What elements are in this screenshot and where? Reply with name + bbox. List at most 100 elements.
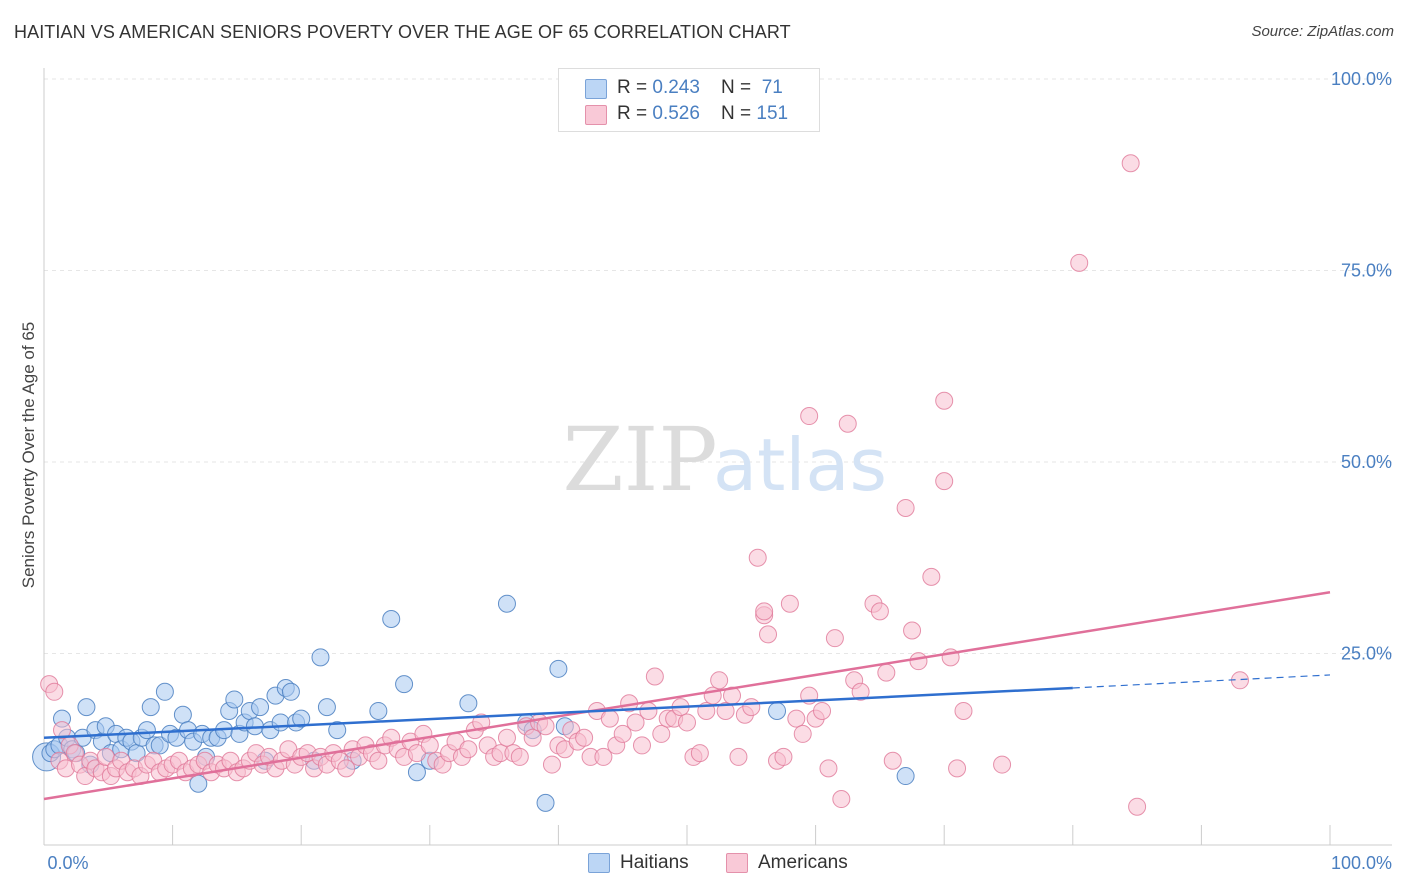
y-tick-label: 25.0% xyxy=(1341,644,1392,664)
american-point xyxy=(594,747,613,766)
axes xyxy=(43,68,1392,846)
y-tick-label: 50.0% xyxy=(1341,452,1392,472)
trend-lines xyxy=(43,590,1331,801)
american-point xyxy=(800,407,819,426)
haitian-point xyxy=(382,610,401,629)
american-legend-swatch xyxy=(726,853,748,873)
american-point xyxy=(678,713,696,732)
american-point xyxy=(883,751,902,770)
correlation-legend: R = 0.243 N = 71 R = 0.526 N = 151 xyxy=(558,68,820,132)
american-swatch xyxy=(585,105,607,125)
american-point xyxy=(851,682,870,701)
american-point xyxy=(759,625,778,644)
american-point xyxy=(600,709,619,728)
haitian-point xyxy=(536,793,555,812)
american-point xyxy=(626,713,645,732)
haitian-trend-line xyxy=(43,686,1073,740)
american-point xyxy=(1070,253,1089,272)
american-point xyxy=(832,790,851,809)
american-point xyxy=(742,698,761,717)
american-point xyxy=(53,721,72,740)
american-point xyxy=(652,724,671,743)
haitian-point xyxy=(317,698,336,717)
american-point xyxy=(813,701,832,720)
american-point xyxy=(787,709,806,728)
haitian-point xyxy=(459,694,478,713)
watermark-atlas: atlas xyxy=(713,423,887,507)
tick-labels: 25.0% 50.0% 75.0% 100.0% 0.0% 100.0% xyxy=(47,69,1392,873)
haitian-point xyxy=(251,698,270,717)
american-point xyxy=(369,751,388,770)
haitian-point xyxy=(369,701,388,720)
haitian-point xyxy=(225,690,244,709)
american-point xyxy=(870,602,889,621)
haitian-point xyxy=(395,675,414,694)
american-point xyxy=(472,713,491,732)
american-point xyxy=(877,663,896,682)
american-point xyxy=(948,759,967,778)
legend-r-value-haitians: 0.243 xyxy=(652,77,700,98)
american-point xyxy=(420,736,439,755)
haitian-point xyxy=(77,698,96,717)
american-point xyxy=(935,391,954,410)
legend-r-value-americans: 0.526 xyxy=(652,103,700,124)
american-point xyxy=(993,755,1012,774)
american-point xyxy=(922,567,941,586)
american-point xyxy=(729,747,748,766)
american-point xyxy=(903,621,922,640)
chart-title: HAITIAN VS AMERICAN SENIORS POVERTY OVER… xyxy=(14,22,791,42)
american-point xyxy=(690,744,709,763)
american-point xyxy=(755,602,774,621)
legend-n-value-haitians: 71 xyxy=(756,77,783,98)
haitian-legend-swatch xyxy=(588,853,610,873)
american-point xyxy=(497,728,516,747)
american-point xyxy=(780,594,799,613)
american-trend-line xyxy=(43,590,1331,801)
american-point xyxy=(645,667,664,686)
haitian-point xyxy=(407,763,426,782)
haitian-point xyxy=(137,721,156,740)
american-point xyxy=(510,747,529,766)
haitian-point xyxy=(549,659,568,678)
x-tick-label-max: 100.0% xyxy=(1331,853,1392,873)
american-point xyxy=(45,682,64,701)
legend-n-label: N = xyxy=(721,77,757,98)
american-point xyxy=(639,701,658,720)
haitian-point xyxy=(328,721,347,740)
american-point xyxy=(748,548,767,567)
american-point xyxy=(774,747,793,766)
haitian-point xyxy=(150,736,169,755)
haitian-point xyxy=(497,594,516,613)
watermark: ZIP atlas xyxy=(562,408,887,511)
legend-n-value-americans: 151 xyxy=(756,103,789,124)
legend-r-label: R = xyxy=(617,77,653,98)
american-point xyxy=(819,759,838,778)
y-tick-label: 100.0% xyxy=(1331,69,1392,89)
american-point xyxy=(896,498,915,517)
american-point xyxy=(542,755,561,774)
y-axis-title: Seniors Poverty Over the Age of 65 xyxy=(19,322,38,588)
american-point xyxy=(459,740,478,759)
american-point xyxy=(1121,154,1140,173)
haitian-point xyxy=(896,767,915,786)
american-point xyxy=(825,629,844,648)
haitian-point xyxy=(768,701,787,720)
x-tick-label-min: 0.0% xyxy=(47,853,88,873)
american-point xyxy=(838,414,857,433)
y-tick-label: 75.0% xyxy=(1341,261,1392,281)
haitian-legend-label: Haitians xyxy=(620,852,689,873)
haitian-point xyxy=(173,705,192,724)
legend-text-americans: R = 0.526 N = 151 xyxy=(617,103,788,125)
american-point xyxy=(954,701,973,720)
watermark-zip: ZIP xyxy=(562,408,717,511)
american-point xyxy=(575,728,594,747)
american-point xyxy=(935,472,954,491)
haitian-point xyxy=(271,713,290,732)
chart-source: Source: ZipAtlas.com xyxy=(1251,23,1394,40)
haitian-point xyxy=(292,709,311,728)
legend-text-haitians: R = 0.243 N = 71 xyxy=(617,77,783,99)
american-point xyxy=(716,701,735,720)
american-legend-label: Americans xyxy=(758,852,848,873)
gridlines xyxy=(44,78,1392,654)
